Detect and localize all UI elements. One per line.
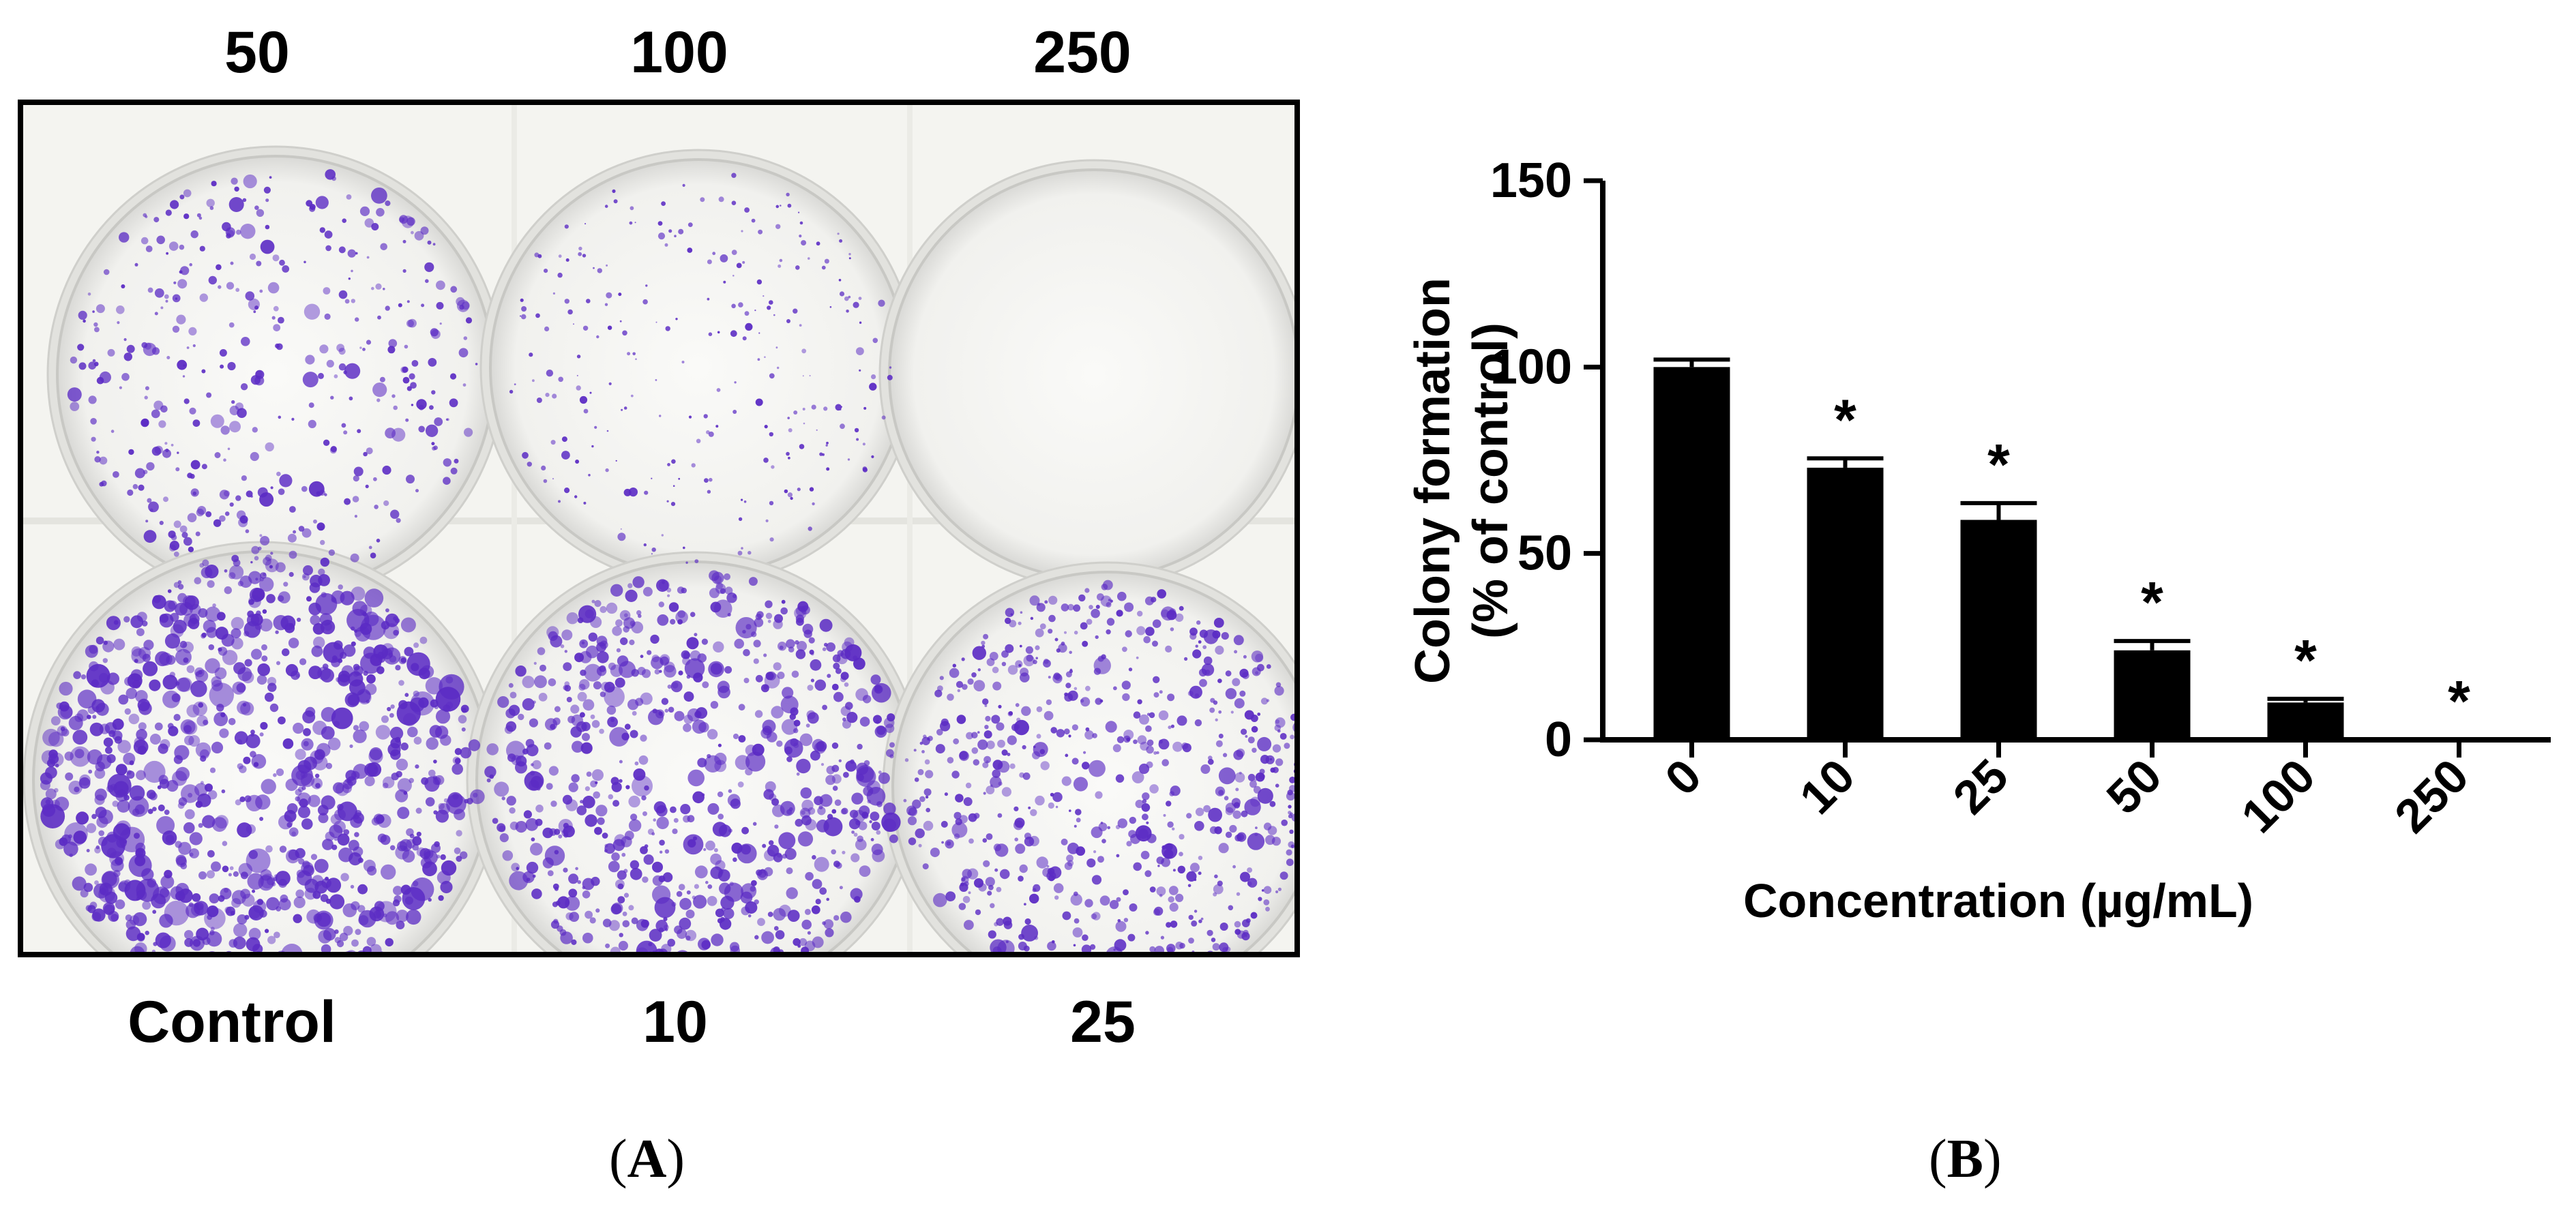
plate-illustration — [23, 105, 1294, 952]
chart-axes — [1600, 181, 2551, 743]
well-label-250: 250 — [1033, 20, 1131, 85]
y-tick-label: 100 — [1490, 340, 1572, 394]
bar-0 — [1653, 367, 1730, 740]
well-label-25: 25 — [1070, 989, 1136, 1055]
well-label-10: 10 — [642, 989, 708, 1055]
y-tick-label: 0 — [1545, 713, 1572, 767]
bar-50 — [2114, 650, 2191, 740]
well-label-100: 100 — [630, 20, 728, 85]
bar-10 — [1807, 467, 1884, 740]
significance-marker-100: * — [2294, 628, 2317, 692]
significance-marker-250: * — [2448, 669, 2470, 733]
y-tick-label: 50 — [1518, 526, 1572, 581]
dish-100 — [489, 158, 908, 577]
x-tick-label: 50 — [2097, 749, 2172, 824]
significance-marker-25: * — [1987, 432, 2010, 496]
y-tick-label: 150 — [1490, 153, 1572, 208]
dish-250 — [888, 168, 1294, 580]
x-tick-label: 100 — [2231, 749, 2325, 843]
chart-bars: * * * * * — [1653, 357, 2470, 740]
significance-marker-10: * — [1834, 387, 1856, 451]
x-tick-label: 0 — [1655, 749, 1711, 805]
panel-a-tag: (A) — [609, 1129, 685, 1189]
bar-100 — [2267, 702, 2344, 740]
x-tick-label: 25 — [1943, 749, 2018, 824]
y-axis-title-line: Colony formation — [1406, 278, 1460, 684]
significance-marker-50: * — [2141, 570, 2163, 634]
y-axis-title: Colony formation (% of control) — [1406, 278, 1518, 684]
bar-25 — [1960, 520, 2037, 740]
x-tick-label: 10 — [1790, 749, 1865, 824]
x-tick-label: 250 — [2384, 749, 2478, 843]
colony-formation-chart: Colony formation (% of control) * * * * * 0 50… — [1406, 153, 2551, 927]
well-label-50: 50 — [224, 20, 290, 85]
panel-b-tag: (B) — [1929, 1129, 2002, 1189]
well-label-control: Control — [128, 989, 336, 1055]
y-axis-title-line: (% of control) — [1464, 323, 1518, 639]
x-axis-title: Concentration (µg/mL) — [1743, 874, 2253, 927]
culture-plate-photo — [18, 100, 1300, 957]
